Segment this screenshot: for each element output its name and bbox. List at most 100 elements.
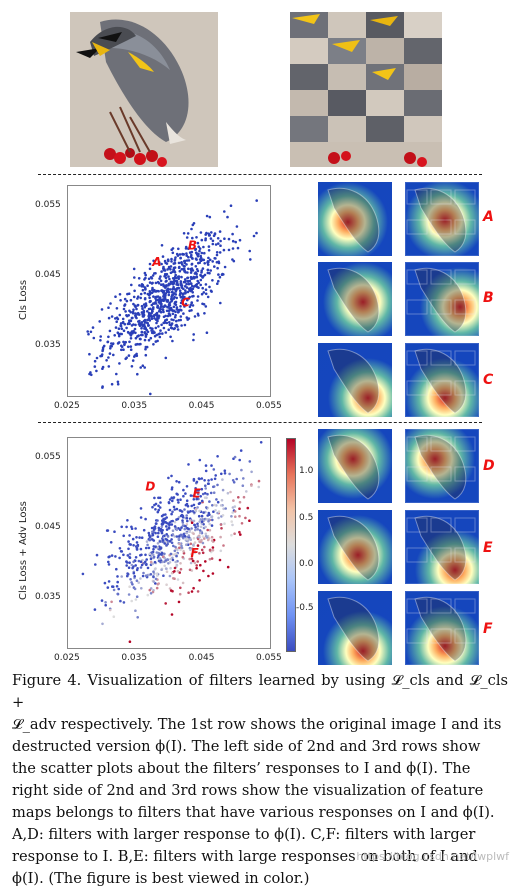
scatter-point <box>134 609 137 612</box>
scatter-point <box>102 344 106 348</box>
scatter-point <box>111 585 114 588</box>
scatter-point <box>179 498 182 501</box>
scatter-point <box>159 275 162 278</box>
chart1-plot-area: A B C <box>67 185 271 397</box>
scatter-point <box>196 295 200 298</box>
scatter-point <box>162 310 165 314</box>
scatter-point <box>151 530 154 533</box>
caption-line: destructed version ϕ(I). The left side o… <box>12 738 481 755</box>
scatter-point <box>188 530 191 533</box>
scatter-point <box>114 295 117 298</box>
scatter-point <box>180 275 183 279</box>
scatter-point <box>190 269 193 272</box>
scatter-point <box>250 470 253 474</box>
scatter-point <box>231 523 234 527</box>
feature-heatmap <box>318 262 392 336</box>
scatter-point <box>147 338 151 342</box>
scatter-point <box>210 524 214 527</box>
caption-line: right side of 2nd and 3rd rows show the … <box>12 782 484 799</box>
scatter-point <box>207 574 210 578</box>
scatter-point <box>175 554 178 558</box>
scatter-point <box>147 293 151 297</box>
scatter-point <box>130 563 134 567</box>
scatter-point <box>199 563 202 567</box>
scatter-point <box>176 578 180 581</box>
scatter-point <box>169 566 172 570</box>
scatter-point <box>168 574 172 578</box>
scatter-point <box>195 283 199 286</box>
scatter-point <box>158 506 162 509</box>
scatter-point <box>201 535 205 538</box>
scatter-point <box>174 276 178 280</box>
scatter-point <box>211 242 215 246</box>
scatter-point <box>133 289 136 293</box>
scatter-point <box>172 505 176 509</box>
scatter-point <box>104 603 107 607</box>
scatter-point <box>127 354 131 357</box>
scatter-point <box>185 514 188 517</box>
scatter-point <box>208 528 212 532</box>
scatter-point <box>134 336 138 340</box>
scatter-point <box>179 280 183 283</box>
scatter-point <box>168 321 171 324</box>
scatter-point <box>203 479 206 482</box>
scatter-point <box>250 484 253 487</box>
feature-heatmap <box>405 510 479 584</box>
scatter-point <box>182 550 185 553</box>
scatter-point <box>235 225 239 228</box>
scatter-point <box>210 539 214 542</box>
scatter-point <box>204 464 208 467</box>
scatter-point <box>127 566 131 569</box>
scatter-point <box>209 269 212 272</box>
annotation-f: F <box>191 546 200 560</box>
scatter-point <box>112 588 116 592</box>
scatter-point <box>156 298 160 302</box>
scatter-point <box>170 248 173 251</box>
scatter-point <box>204 560 207 563</box>
scatter-point <box>214 474 217 477</box>
scatter-point <box>201 286 204 290</box>
scatter-point <box>201 267 205 270</box>
scatter-point <box>163 292 166 295</box>
scatter-point <box>175 528 179 532</box>
scatter-point <box>197 252 200 256</box>
annotation-d: D <box>145 480 155 494</box>
scatter-point <box>144 553 147 557</box>
scatter-point <box>208 215 212 219</box>
scatter-point <box>107 580 111 583</box>
scatter-point <box>187 255 190 259</box>
scatter-point <box>198 531 202 535</box>
scatter-point <box>200 499 204 503</box>
scatter-point <box>199 518 202 521</box>
scatter-point <box>196 506 199 509</box>
scatter-point <box>134 305 137 309</box>
scatter-point <box>99 335 102 338</box>
scatter-point <box>154 545 158 549</box>
scatter-point <box>166 289 170 292</box>
scatter-point <box>181 519 184 522</box>
scatter-point <box>109 347 112 350</box>
scatter-point <box>180 544 183 548</box>
scatter-point <box>160 522 164 526</box>
scatter-point <box>165 533 168 536</box>
scatter-point <box>185 523 189 526</box>
y-tick-label: 0.035 <box>35 592 61 602</box>
scatter-point <box>133 355 136 358</box>
scatter-point <box>213 503 216 507</box>
scatter-point <box>193 523 196 527</box>
scatter-point <box>148 312 151 316</box>
scatter-point <box>181 296 184 299</box>
scatter-point <box>239 449 243 452</box>
colorbar-tick: -0.5 <box>296 603 314 613</box>
scatter-point <box>127 547 130 551</box>
scatter-point <box>131 316 134 320</box>
scatter-point <box>178 542 181 546</box>
scatter-point <box>194 257 198 260</box>
scatter-point <box>150 317 154 320</box>
scatter-point <box>203 545 206 549</box>
scatter-point <box>175 480 178 483</box>
scatter-point <box>169 271 173 275</box>
scatter-point <box>143 278 146 281</box>
scatter-point <box>157 526 161 530</box>
scatter-point <box>167 275 170 278</box>
